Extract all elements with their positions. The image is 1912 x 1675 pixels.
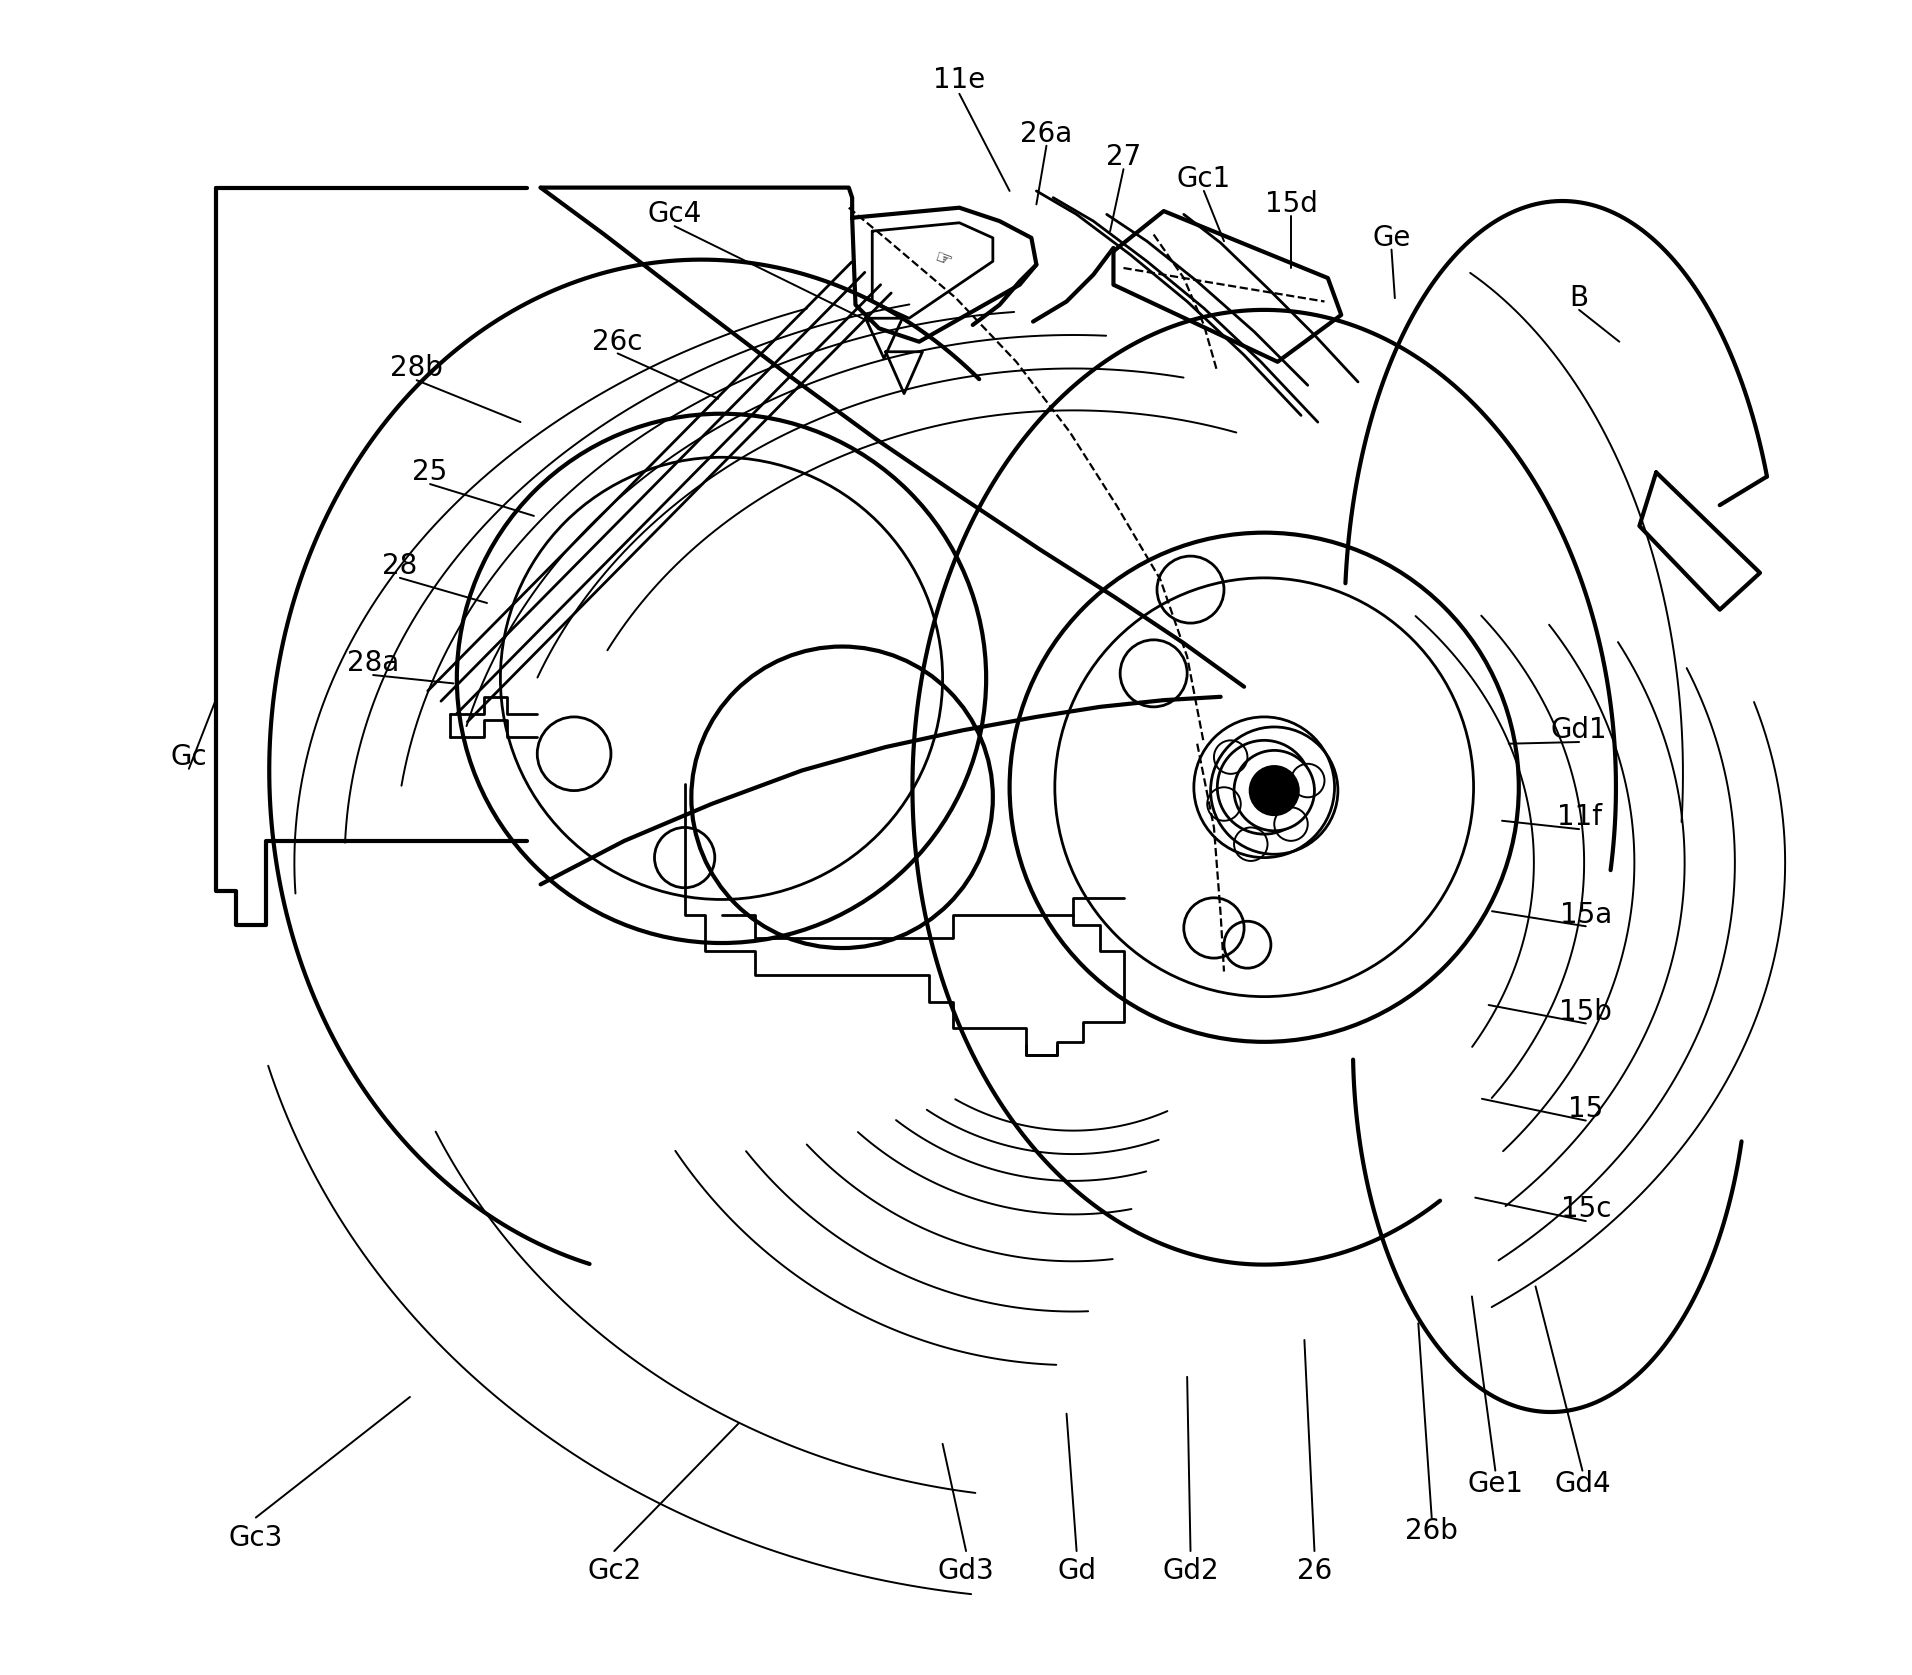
Text: Gc4: Gc4: [648, 201, 702, 228]
Text: 26b: 26b: [1405, 1518, 1459, 1544]
Text: Gc3: Gc3: [229, 1524, 283, 1551]
Text: 11e: 11e: [933, 67, 985, 94]
Text: 26a: 26a: [1021, 121, 1073, 147]
Text: 15b: 15b: [1560, 998, 1612, 1025]
Text: 15: 15: [1568, 1095, 1604, 1122]
Text: Gd4: Gd4: [1554, 1471, 1610, 1497]
Text: 26c: 26c: [593, 328, 642, 355]
Text: Gd: Gd: [1057, 1558, 1096, 1585]
Text: 28a: 28a: [346, 650, 400, 677]
Text: Gd3: Gd3: [937, 1558, 994, 1585]
Text: Ge1: Ge1: [1467, 1471, 1524, 1497]
Circle shape: [1233, 750, 1314, 831]
Text: 26: 26: [1296, 1558, 1333, 1585]
Text: Gc2: Gc2: [587, 1558, 641, 1585]
Text: B: B: [1570, 285, 1589, 312]
Text: Gd1: Gd1: [1551, 717, 1608, 744]
Text: Ge: Ge: [1373, 224, 1411, 251]
Text: Gc1: Gc1: [1176, 166, 1231, 193]
Text: 15a: 15a: [1560, 901, 1612, 928]
Text: 27: 27: [1105, 144, 1141, 171]
Text: 11f: 11f: [1556, 804, 1602, 831]
Text: 15d: 15d: [1264, 191, 1317, 218]
Circle shape: [1218, 740, 1312, 834]
Text: Gd2: Gd2: [1162, 1558, 1218, 1585]
Text: 28: 28: [382, 553, 417, 580]
Text: Gc: Gc: [170, 744, 206, 771]
Circle shape: [1250, 767, 1298, 814]
Text: ☞: ☞: [931, 248, 954, 271]
Text: 28b: 28b: [390, 355, 444, 382]
Text: 25: 25: [413, 459, 447, 486]
Text: 15c: 15c: [1560, 1196, 1612, 1223]
Circle shape: [1237, 760, 1291, 814]
